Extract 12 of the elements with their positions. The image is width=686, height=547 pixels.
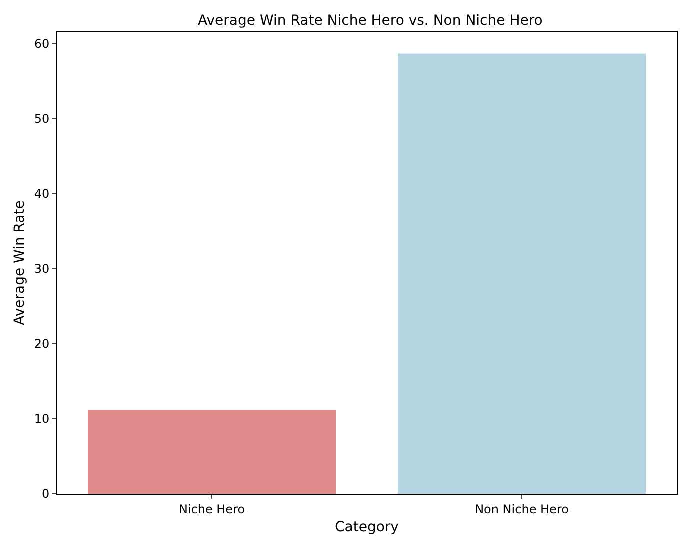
y-tick-label: 10 [34, 412, 50, 426]
y-tick-label: 20 [34, 337, 50, 352]
y-tick-label: 30 [34, 262, 50, 276]
y-tick-label: 60 [34, 37, 50, 52]
y-axis-title: Average Win Rate [12, 200, 28, 326]
x-tick-label: Non Niche Hero [475, 502, 569, 516]
chart-title: Average Win Rate Niche Hero vs. Non Niche Hero [198, 12, 543, 29]
x-axis-title: Category [335, 520, 399, 536]
y-tick-label: 0 [42, 487, 50, 502]
y-tick-label: 50 [34, 112, 50, 126]
y-tick-label: 40 [34, 187, 50, 202]
x-tick-label: Niche Hero [178, 502, 246, 516]
